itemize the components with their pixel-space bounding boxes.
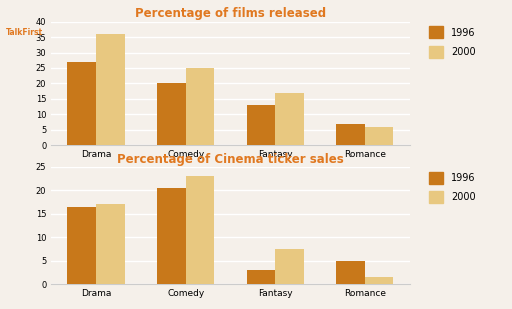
Bar: [157, 188, 186, 284]
Bar: [246, 105, 275, 145]
Bar: [365, 127, 393, 145]
Bar: [96, 34, 125, 145]
Bar: [336, 124, 365, 145]
Bar: [275, 93, 304, 145]
Bar: [246, 270, 275, 284]
Bar: [96, 205, 125, 284]
Text: TalkFirst: TalkFirst: [6, 28, 44, 37]
Title: Percentage of Cinema ticker sales: Percentage of Cinema ticker sales: [117, 153, 344, 166]
Bar: [68, 207, 96, 284]
Bar: [275, 249, 304, 284]
Bar: [157, 83, 186, 145]
Bar: [365, 277, 393, 284]
Bar: [186, 68, 215, 145]
Bar: [186, 176, 215, 284]
Legend: 1996, 2000: 1996, 2000: [429, 172, 476, 203]
Bar: [336, 261, 365, 284]
Bar: [68, 62, 96, 145]
Title: Percentage of films released: Percentage of films released: [135, 7, 326, 20]
Legend: 1996, 2000: 1996, 2000: [429, 27, 476, 58]
